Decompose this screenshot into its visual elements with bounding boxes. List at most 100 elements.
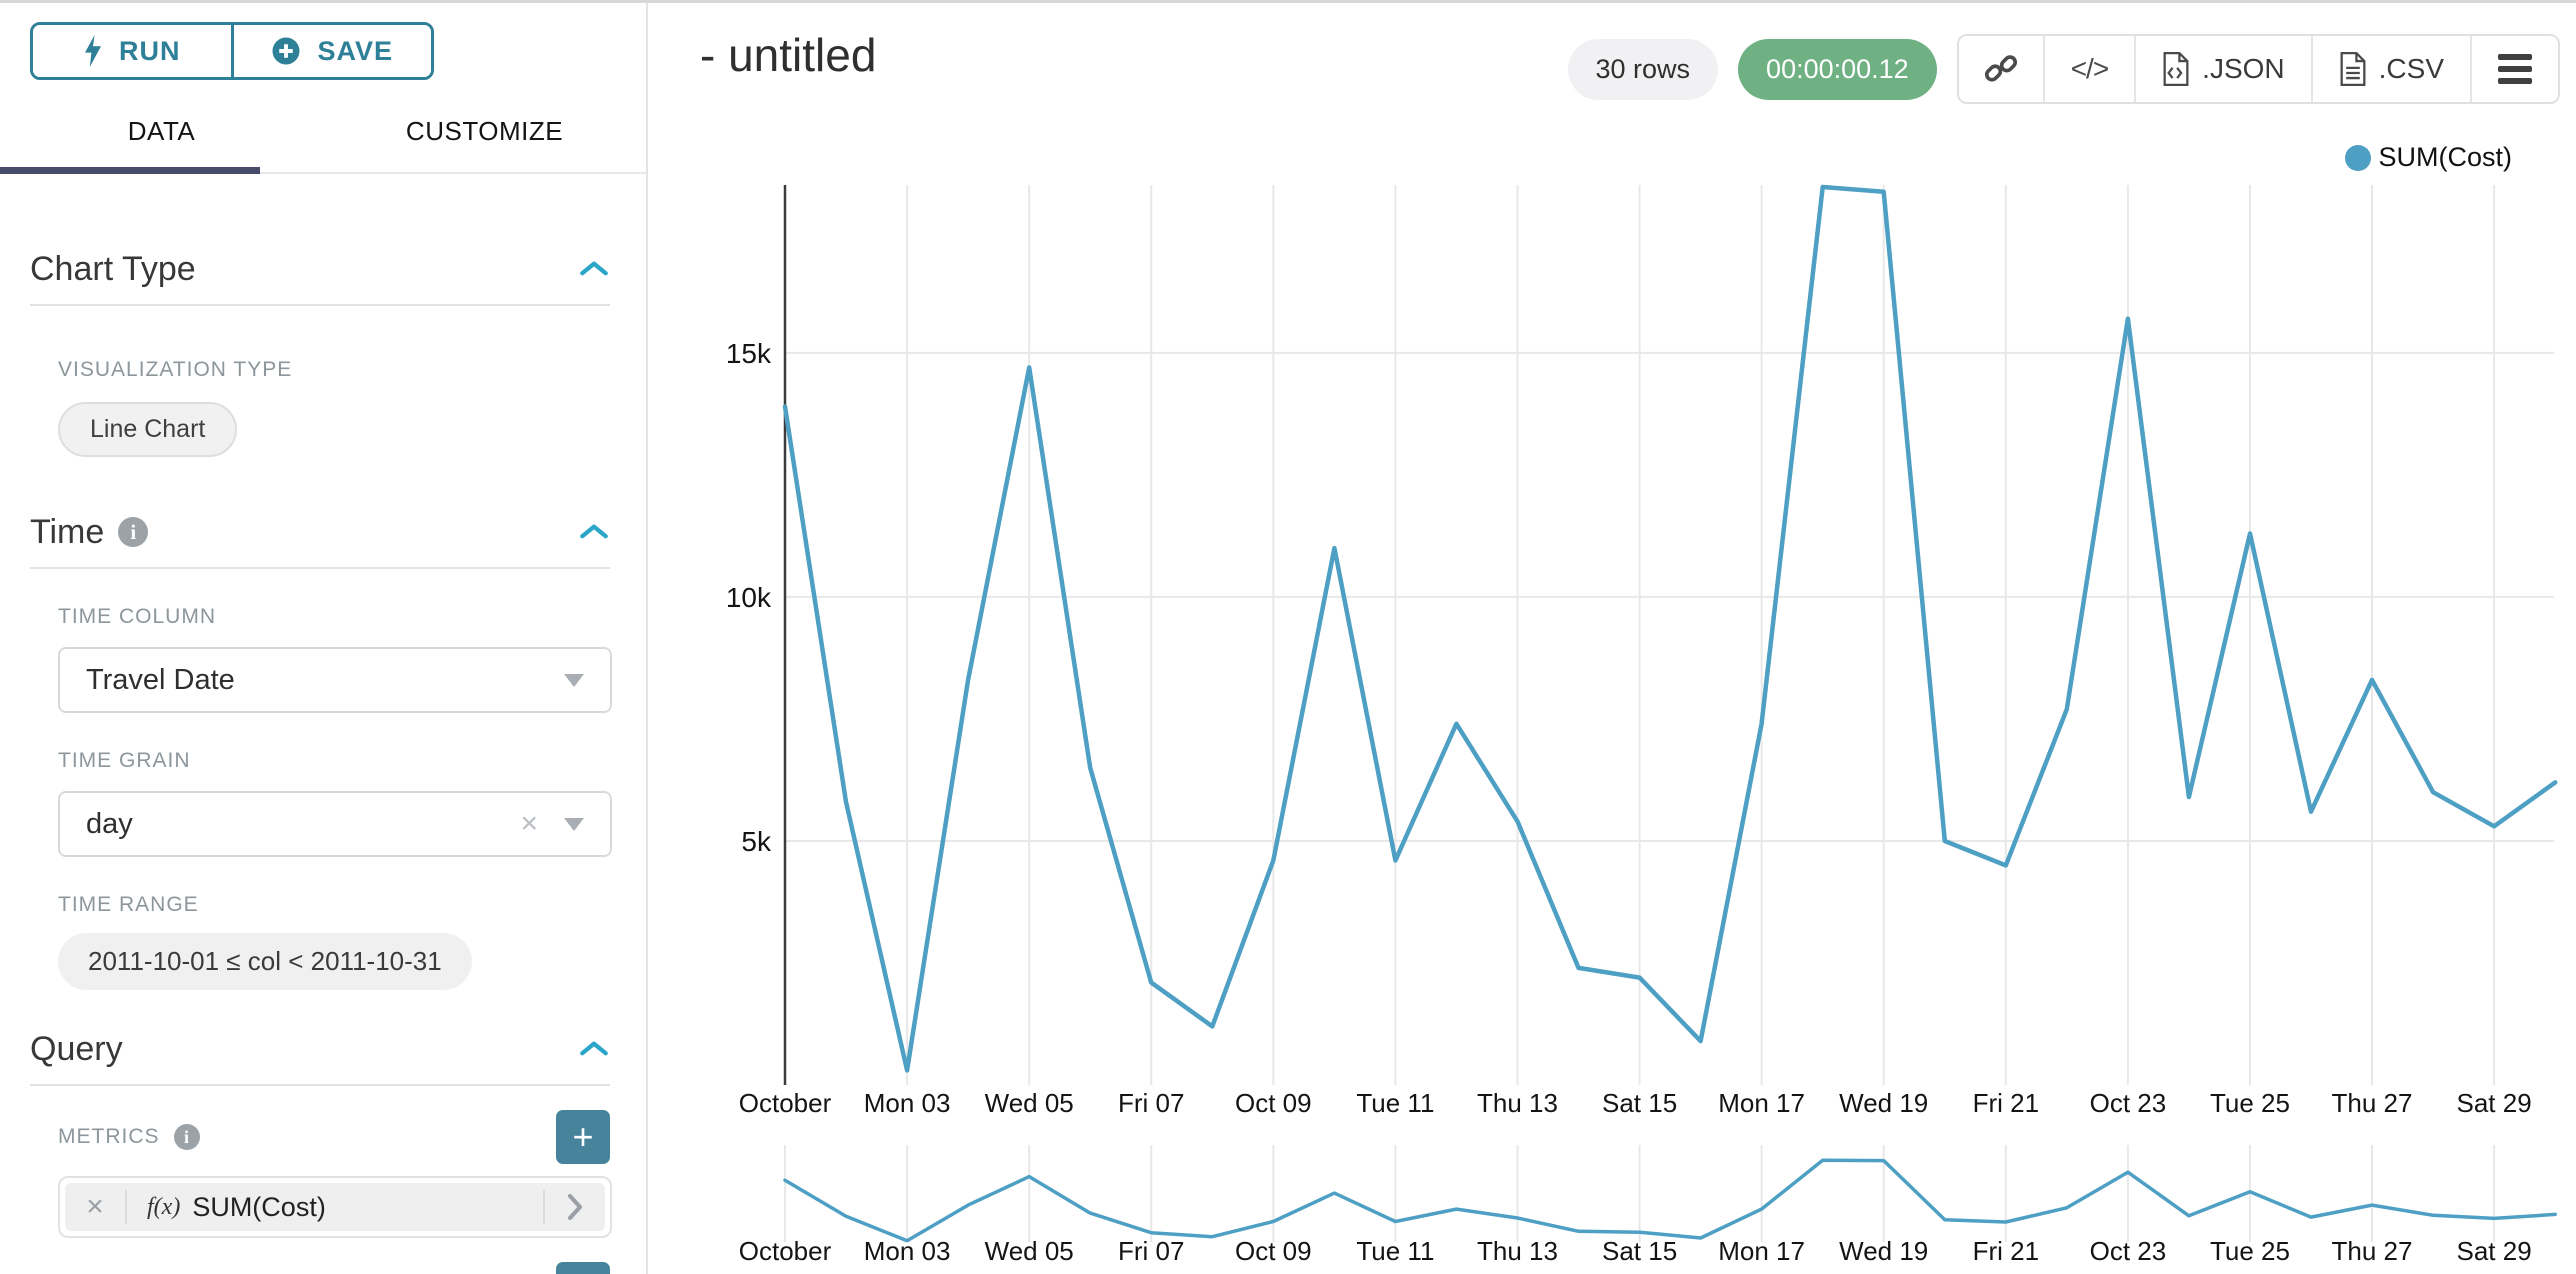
svg-text:Tue 11: Tue 11 (1356, 1236, 1434, 1266)
lightning-bolt-icon (83, 35, 103, 67)
svg-text:Wed 05: Wed 05 (985, 1236, 1074, 1266)
svg-text:Tue 25: Tue 25 (2210, 1236, 2290, 1266)
chevron-up-icon[interactable] (578, 1038, 610, 1060)
svg-text:Sat 29: Sat 29 (2457, 1236, 2532, 1266)
svg-text:Fri 07: Fri 07 (1118, 1088, 1184, 1118)
svg-text:Oct 23: Oct 23 (2090, 1236, 2167, 1266)
svg-text:Sat 15: Sat 15 (1602, 1088, 1677, 1118)
add-filter-button[interactable]: + (556, 1262, 610, 1274)
tab-customize[interactable]: CUSTOMIZE (405, 115, 564, 146)
svg-text:Thu 13: Thu 13 (1477, 1236, 1558, 1266)
export-json-button[interactable]: .JSON (2134, 36, 2311, 102)
file-text-icon (2339, 52, 2367, 86)
time-column-label: TIME COLUMN (58, 605, 216, 628)
metric-container: × f(x) SUM(Cost) (58, 1176, 612, 1238)
time-column-value: Travel Date (86, 663, 235, 696)
svg-text:Tue 25: Tue 25 (2210, 1088, 2290, 1118)
metric-pill[interactable]: × f(x) SUM(Cost) (65, 1183, 605, 1231)
svg-text:Wed 05: Wed 05 (985, 1088, 1074, 1118)
chart-area: - untitled 30 rows 00:00:00.12 </> (648, 0, 2576, 1274)
svg-text:Thu 27: Thu 27 (2332, 1236, 2413, 1266)
visualization-type-value[interactable]: Line Chart (58, 402, 238, 457)
info-icon: i (173, 1124, 200, 1150)
section-title: Query (30, 1029, 123, 1068)
legend[interactable]: SUM(Cost) (2344, 142, 2513, 173)
share-link-button[interactable] (1958, 36, 2043, 102)
svg-text:Tue 11: Tue 11 (1356, 1088, 1434, 1118)
time-grain-value: day (86, 807, 133, 840)
add-metric-button[interactable]: + (556, 1110, 610, 1164)
run-button[interactable]: RUN (33, 25, 234, 77)
svg-text:15k: 15k (726, 338, 772, 369)
svg-text:Oct 23: Oct 23 (2090, 1088, 2167, 1118)
svg-text:Sat 29: Sat 29 (2457, 1088, 2532, 1118)
run-save-button-group: RUN SAVE (30, 22, 434, 80)
export-json-label: .JSON (2202, 53, 2285, 84)
section-divider (30, 304, 610, 306)
panel-tabs: DATA CUSTOMIZE (0, 90, 646, 174)
svg-text:October: October (739, 1088, 832, 1118)
section-query: Query METRICS i + × f(x) SUM(Cost) (30, 1014, 612, 1274)
svg-text:5k: 5k (741, 826, 772, 857)
info-icon: i (118, 517, 149, 547)
export-csv-button[interactable]: .CSV (2310, 36, 2470, 102)
chevron-up-icon[interactable] (578, 521, 610, 543)
svg-text:Mon 17: Mon 17 (1718, 1236, 1805, 1266)
export-csv-label: .CSV (2378, 53, 2444, 84)
view-query-button[interactable]: </> (2042, 36, 2135, 102)
clear-icon[interactable]: × (520, 807, 538, 840)
svg-text:Oct 09: Oct 09 (1235, 1236, 1312, 1266)
svg-text:Wed 19: Wed 19 (1839, 1236, 1928, 1266)
svg-text:Oct 09: Oct 09 (1235, 1088, 1312, 1118)
save-button-label: SAVE (317, 35, 394, 66)
chevron-right-icon[interactable] (543, 1190, 605, 1224)
svg-text:Wed 19: Wed 19 (1839, 1088, 1928, 1118)
section-divider (30, 1084, 610, 1086)
control-panel-sections: Chart Type VISUALIZATION TYPE Line Chart… (0, 234, 646, 1274)
svg-text:Thu 13: Thu 13 (1477, 1088, 1558, 1118)
section-chart-type: Chart Type VISUALIZATION TYPE Line Chart (30, 234, 610, 457)
svg-text:Thu 27: Thu 27 (2332, 1088, 2413, 1118)
file-code-icon (2162, 52, 2190, 86)
svg-text:Mon 03: Mon 03 (864, 1088, 951, 1118)
section-time: Time i TIME COLUMN Travel Date TIME GRAI… (30, 497, 612, 990)
svg-text:Mon 17: Mon 17 (1718, 1088, 1805, 1118)
query-timer-badge: 00:00:00.12 (1738, 38, 1937, 100)
svg-text:10k: 10k (726, 582, 772, 613)
svg-text:Fri 07: Fri 07 (1118, 1236, 1184, 1266)
svg-text:October: October (739, 1236, 832, 1266)
time-range-value[interactable]: 2011-10-01 ≤ col < 2011-10-31 (58, 933, 472, 990)
export-button-group: </> .JSON (1956, 34, 2560, 104)
legend-marker (2344, 144, 2371, 171)
fx-icon: f(x) (147, 1193, 181, 1220)
plus-circle-icon (271, 36, 301, 66)
legend-label: SUM(Cost) (2378, 142, 2513, 172)
visualization-type-label: VISUALIZATION TYPE (58, 358, 293, 381)
svg-text:Fri 21: Fri 21 (1973, 1088, 2039, 1118)
save-button[interactable]: SAVE (233, 25, 431, 77)
svg-text:Sat 15: Sat 15 (1602, 1236, 1677, 1266)
section-divider (30, 567, 610, 569)
chevron-up-icon[interactable] (578, 258, 610, 280)
section-title: Time (30, 512, 105, 551)
time-grain-select[interactable]: day × (58, 791, 612, 857)
time-column-select[interactable]: Travel Date (58, 647, 612, 713)
caret-down-icon (564, 673, 584, 687)
window-top-border (0, 0, 2576, 3)
svg-text:Fri 21: Fri 21 (1973, 1236, 2039, 1266)
tab-data[interactable]: DATA (127, 115, 196, 146)
active-tab-indicator (0, 167, 260, 174)
chart-title[interactable]: - untitled (700, 29, 877, 81)
caret-down-icon (564, 817, 584, 831)
chart-menu-button[interactable] (2470, 36, 2558, 102)
run-button-label: RUN (119, 35, 181, 66)
time-range-label: TIME RANGE (58, 893, 199, 916)
remove-metric-icon[interactable]: × (65, 1190, 127, 1224)
time-grain-label: TIME GRAIN (58, 749, 191, 772)
row-count-badge: 30 rows (1567, 38, 1719, 100)
chart-header-actions: 30 rows 00:00:00.12 </> (1567, 34, 2560, 104)
control-panel: RUN SAVE DATA CUSTOMIZE Chart Type (0, 0, 648, 1274)
code-icon: </> (2070, 53, 2109, 84)
